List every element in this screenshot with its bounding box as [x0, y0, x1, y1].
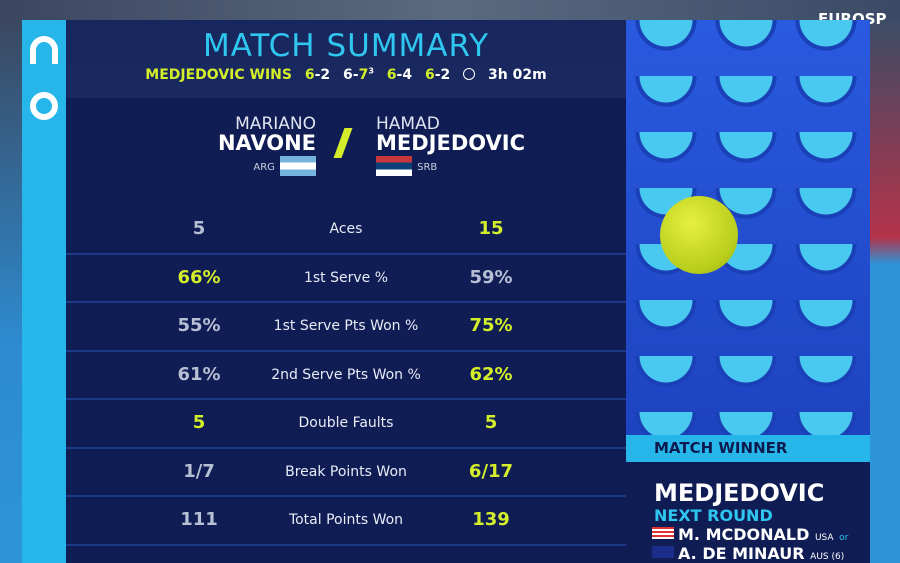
stat-right-value: 59%	[469, 266, 513, 288]
stat-label: 1st Serve %	[303, 269, 389, 286]
usa-flag-icon	[652, 527, 674, 539]
stat-row: 5 Aces 15	[66, 206, 626, 255]
stat-row: 5 Double Faults 5	[66, 400, 626, 449]
match-summary-panel: MATCH SUMMARY MEDJEDOVIC WINS 6-2 6-73 6…	[66, 20, 626, 563]
stat-right-value: 139	[472, 509, 510, 530]
argentina-flag-icon	[280, 155, 316, 176]
stat-right-value: 62%	[469, 363, 513, 385]
player-country: ARG	[253, 162, 275, 173]
stat-row: 66% 1st Serve % 59%	[66, 255, 626, 303]
stat-left-value: 61%	[177, 363, 221, 385]
stat-left-value: 111	[180, 509, 218, 530]
next-opponent: M. MCDONALD USA or	[652, 525, 870, 544]
player-last-name: NAVONE	[217, 131, 316, 155]
stat-left-value: 5	[192, 218, 206, 239]
result-text: MEDJEDOVIC WINS	[145, 66, 292, 83]
stat-right-value: 15	[478, 218, 504, 239]
stats-table: 5 Aces 15 66% 1st Serve % 59% 55% 1st Serv…	[66, 206, 626, 546]
stat-right-value: 5	[484, 412, 498, 433]
stat-left-value: 1/7	[183, 460, 215, 482]
set-score: 6-73	[343, 66, 374, 83]
stat-label: 2nd Serve Pts Won %	[271, 366, 421, 383]
stat-label: Total Points Won	[288, 512, 404, 528]
stat-row: 1/7 Break Points Won 6/17	[66, 449, 626, 497]
australian-open-logo	[22, 20, 66, 563]
summary-header: MATCH SUMMARY MEDJEDOVIC WINS 6-2 6-73 6…	[66, 20, 626, 98]
match-winner-heading: MATCH WINNER	[626, 435, 870, 462]
stat-right-value: 75%	[469, 315, 513, 336]
stat-row: 55% 1st Serve Pts Won % 75%	[66, 303, 626, 352]
court-background-left	[0, 20, 22, 563]
australia-flag-icon	[652, 546, 674, 558]
crowd-background	[0, 0, 900, 20]
set-score: 6-4	[386, 66, 413, 83]
set-score: 6-2	[424, 66, 451, 83]
stat-row: 111 Total Points Won 139	[66, 497, 626, 546]
score-line: MEDJEDOVIC WINS 6-2 6-73 6-4 6-2 3h 02m	[66, 66, 626, 83]
match-duration: 3h 02m	[488, 66, 547, 83]
stat-right-value: 6/17	[468, 460, 514, 482]
player-last-name: MEDJEDOVIC	[376, 131, 526, 155]
stat-label: Double Faults	[298, 415, 394, 431]
next-opponent: A. DE MINAUR AUS (6)	[652, 544, 870, 563]
stat-left-value: 66%	[177, 266, 221, 288]
player-country: SRB	[417, 162, 438, 173]
stat-label: Aces	[329, 221, 363, 237]
stat-row: 61% 2nd Serve Pts Won % 62%	[66, 352, 626, 400]
tennis-ball-icon	[660, 196, 738, 274]
player-first-name: HAMAD	[376, 114, 440, 134]
stat-left-value: 55%	[177, 315, 221, 336]
next-round-label: NEXT ROUND	[654, 506, 773, 525]
winner-box: MEDJEDOVIC NEXT ROUND M. MCDONALD USA or…	[626, 462, 870, 563]
page-title: MATCH SUMMARY	[202, 28, 490, 64]
player-left: MARIANO NAVONE ARG	[218, 114, 316, 176]
winner-panel: MATCH WINNER MEDJEDOVIC NEXT ROUND M. MC…	[626, 20, 870, 563]
stat-label: 1st Serve Pts Won %	[273, 318, 419, 334]
serbia-flag-icon	[376, 155, 412, 176]
player-first-name: MARIANO	[235, 114, 316, 134]
stat-left-value: 5	[192, 412, 206, 433]
versus-slash	[333, 128, 353, 158]
court-background-right	[870, 20, 900, 563]
set-score: 6-2	[304, 66, 331, 83]
winner-name: MEDJEDOVIC	[654, 479, 825, 507]
player-right: HAMAD MEDJEDOVIC SRB	[376, 114, 525, 176]
clock-icon	[463, 67, 476, 80]
stat-label: Break Points Won	[285, 463, 407, 480]
